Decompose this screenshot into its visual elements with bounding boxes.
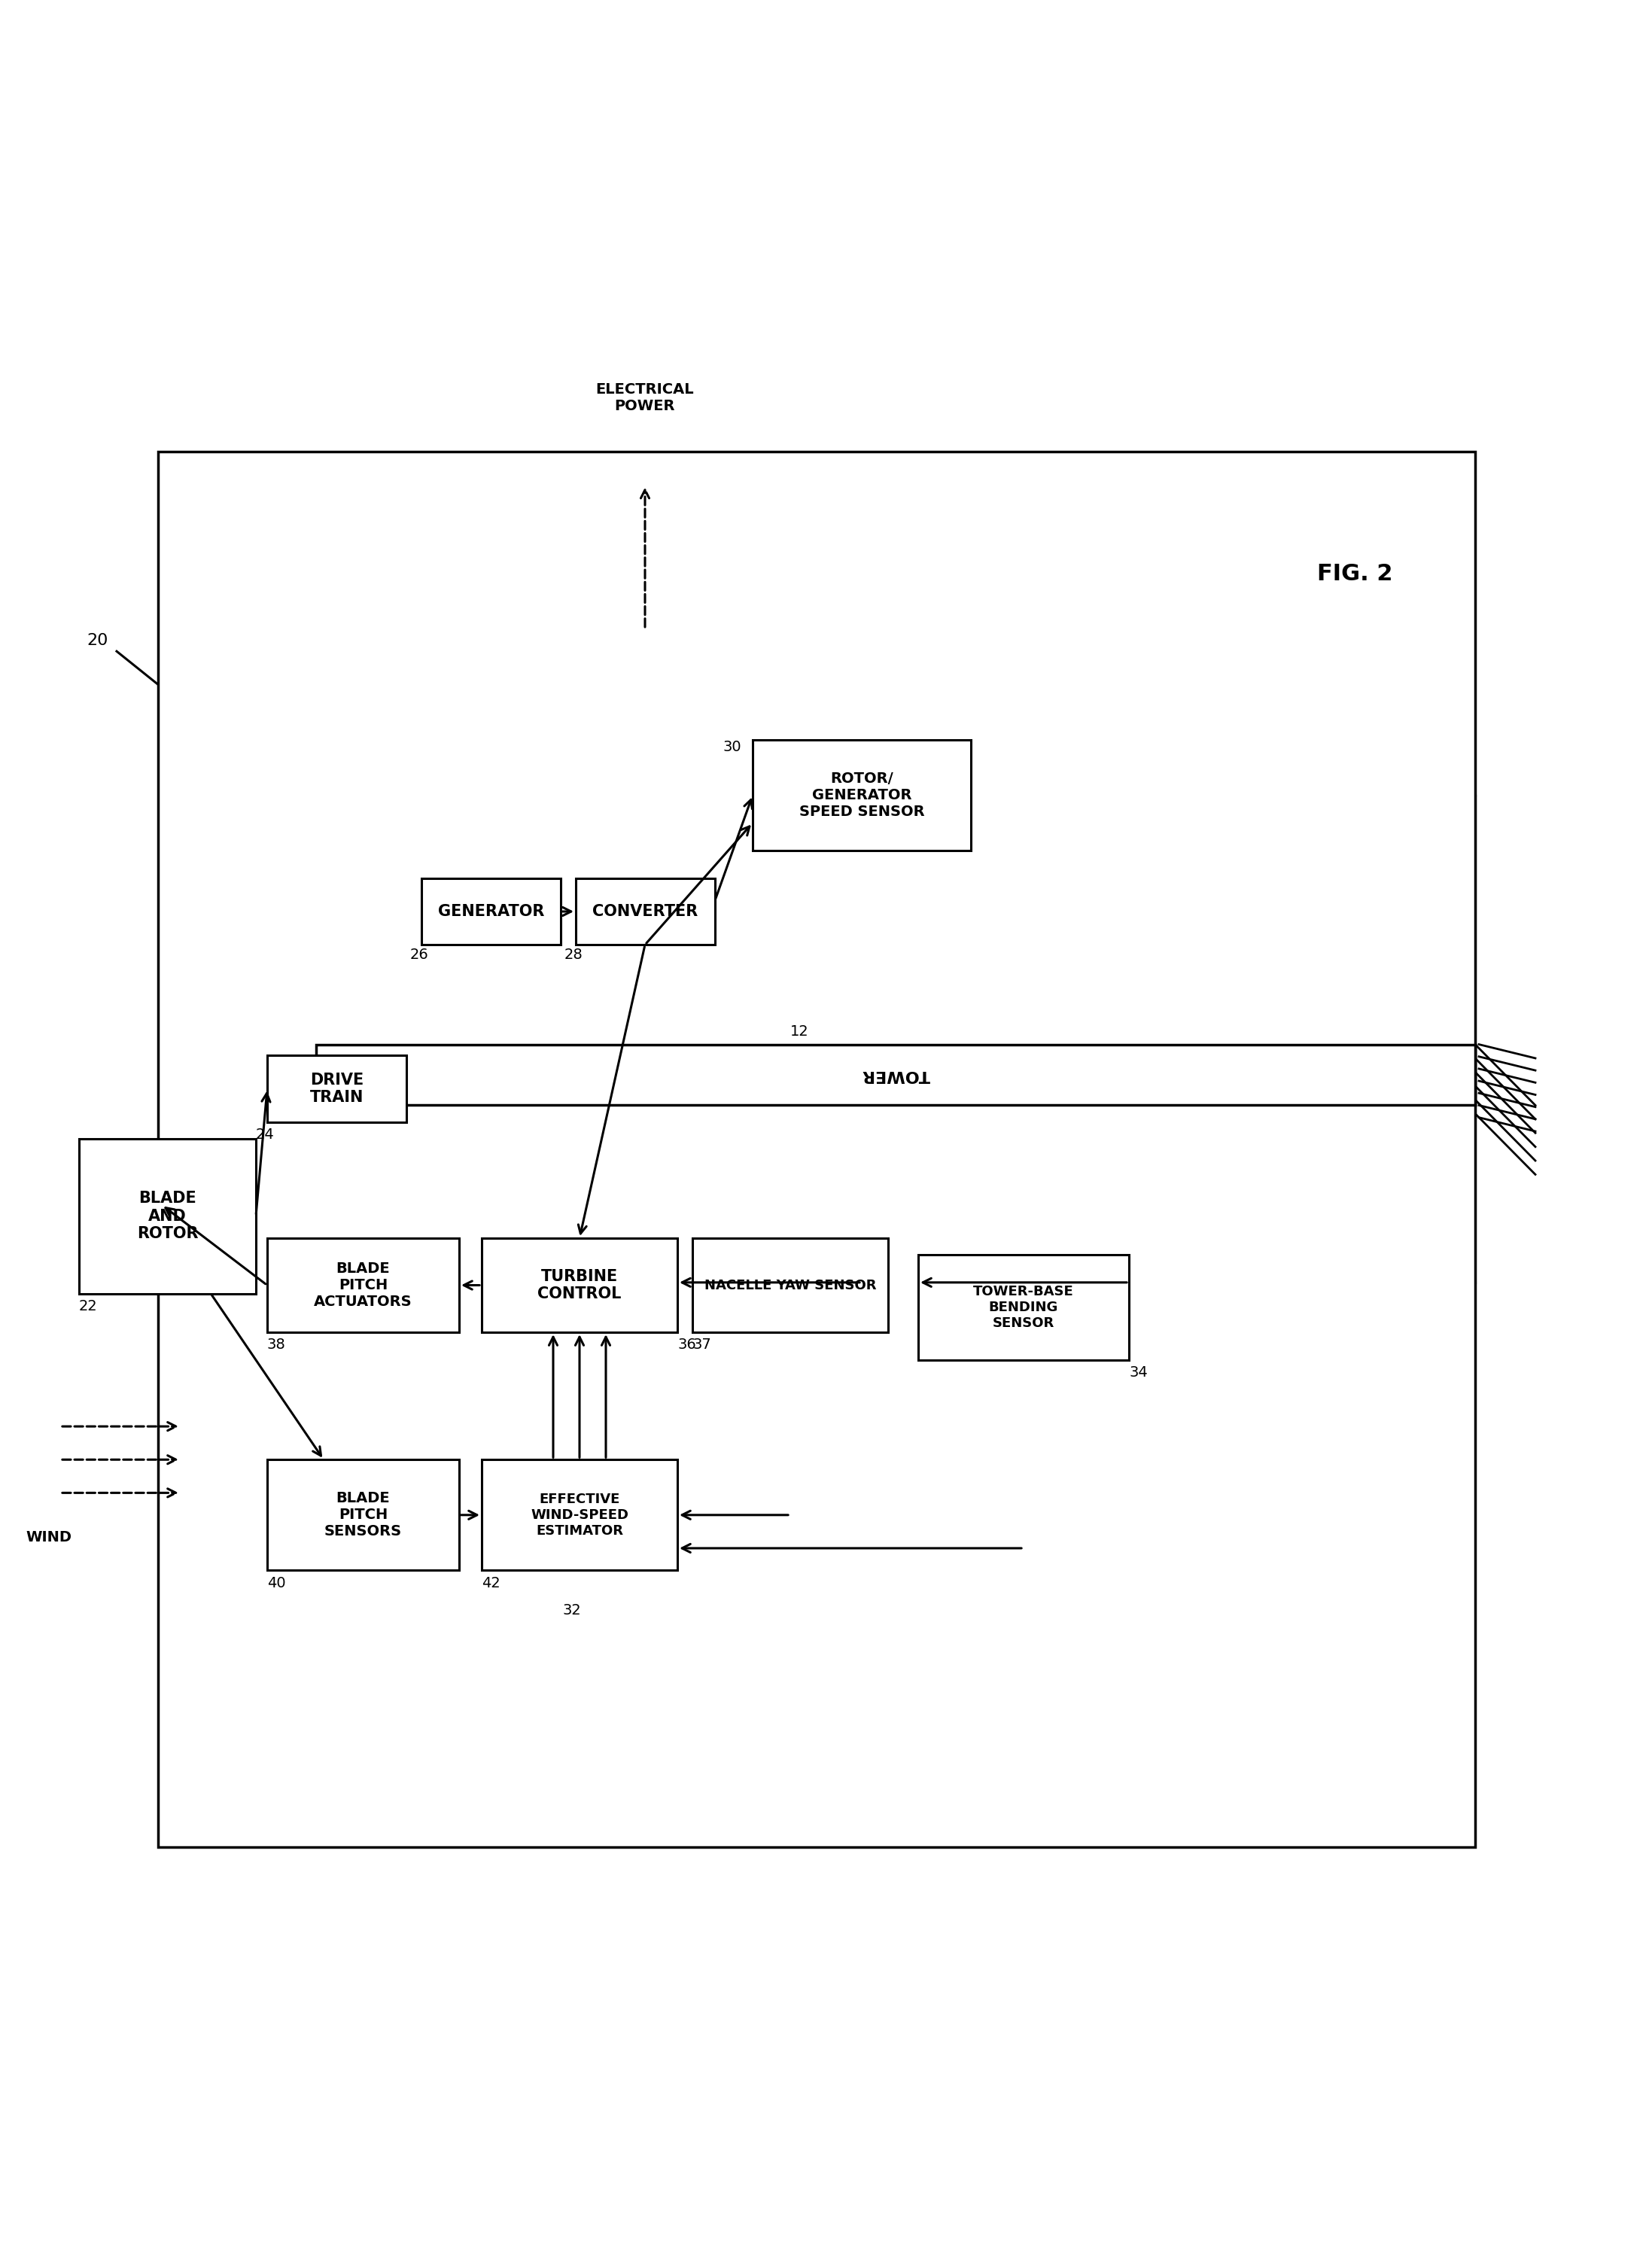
Text: BLADE
PITCH
ACTUATORS: BLADE PITCH ACTUATORS — [314, 1262, 413, 1309]
FancyBboxPatch shape — [421, 878, 560, 946]
Text: 34: 34 — [1128, 1366, 1148, 1379]
Text: 20: 20 — [88, 633, 109, 647]
Text: EFFECTIVE
WIND-SPEED
ESTIMATOR: EFFECTIVE WIND-SPEED ESTIMATOR — [530, 1494, 628, 1539]
Text: 12: 12 — [790, 1024, 809, 1040]
Text: TURBINE
CONTROL: TURBINE CONTROL — [537, 1269, 621, 1300]
Text: FIG. 2: FIG. 2 — [1317, 564, 1393, 584]
FancyBboxPatch shape — [577, 878, 715, 946]
Text: 38: 38 — [268, 1339, 286, 1352]
FancyBboxPatch shape — [268, 1056, 406, 1123]
Text: 42: 42 — [482, 1577, 501, 1590]
Text: 40: 40 — [268, 1577, 286, 1590]
FancyBboxPatch shape — [159, 451, 1475, 1846]
FancyBboxPatch shape — [79, 1139, 256, 1294]
Text: BLADE
AND
ROTOR: BLADE AND ROTOR — [137, 1190, 198, 1242]
Text: TOWER: TOWER — [861, 1067, 930, 1083]
Text: DRIVE
TRAIN: DRIVE TRAIN — [311, 1071, 363, 1105]
Text: NACELLE YAW SENSOR: NACELLE YAW SENSOR — [704, 1278, 876, 1291]
Text: 36: 36 — [677, 1339, 695, 1352]
Text: TOWER-BASE
BENDING
SENSOR: TOWER-BASE BENDING SENSOR — [973, 1285, 1074, 1330]
Text: 28: 28 — [565, 948, 583, 961]
FancyBboxPatch shape — [268, 1460, 459, 1570]
Text: 24: 24 — [256, 1127, 274, 1141]
FancyBboxPatch shape — [919, 1256, 1128, 1361]
Text: ROTOR/
GENERATOR
SPEED SENSOR: ROTOR/ GENERATOR SPEED SENSOR — [800, 773, 925, 820]
Text: CONVERTER: CONVERTER — [593, 903, 699, 919]
FancyBboxPatch shape — [482, 1238, 677, 1332]
FancyBboxPatch shape — [482, 1460, 677, 1570]
FancyBboxPatch shape — [753, 739, 971, 851]
Text: WIND: WIND — [26, 1530, 73, 1545]
Text: GENERATOR: GENERATOR — [438, 903, 544, 919]
Text: 37: 37 — [692, 1339, 710, 1352]
Text: 22: 22 — [79, 1298, 97, 1314]
Text: 30: 30 — [724, 739, 742, 755]
FancyBboxPatch shape — [268, 1238, 459, 1332]
Text: BLADE
PITCH
SENSORS: BLADE PITCH SENSORS — [324, 1491, 401, 1539]
FancyBboxPatch shape — [692, 1238, 889, 1332]
Text: 32: 32 — [563, 1604, 582, 1617]
Text: 26: 26 — [410, 948, 430, 961]
FancyBboxPatch shape — [316, 1044, 1475, 1105]
Text: ELECTRICAL
POWER: ELECTRICAL POWER — [596, 382, 694, 413]
